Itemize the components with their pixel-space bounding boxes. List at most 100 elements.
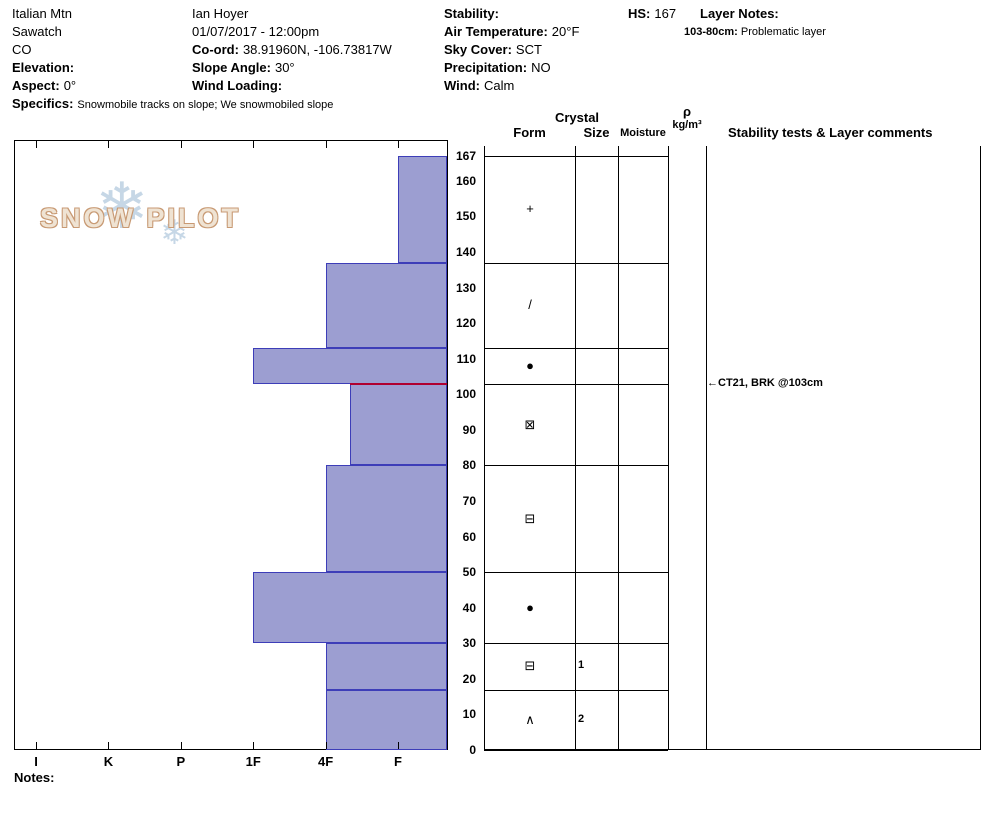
hardness-axis-label: F [394,754,402,769]
wind-loading-label: Wind Loading: [192,78,283,93]
wind-row: Wind: Calm [444,77,579,95]
site-name: Italian Mtn [12,6,72,21]
slope-angle-label: Slope Angle: [192,60,271,75]
site-range: Sawatch [12,24,62,39]
precip-row: Precipitation: NO [444,59,579,77]
sky-cover-row: Sky Cover: SCT [444,41,579,59]
table-vline-size-moisture [618,146,619,750]
air-temp-label: Air Temperature: [444,24,548,39]
aspect-value: 0° [63,78,77,93]
snowflake-icon: ❄ [95,170,149,242]
depth-tick-label: 70 [462,494,476,509]
depth-tick-label: 110 [456,351,476,366]
sky-cover-label: Sky Cover: [444,42,512,57]
depth-tick-label: 20 [462,671,476,686]
layer-note-range: 103-80cm: [684,26,738,38]
grain-size-value: 1 [578,659,585,672]
precip-label: Precipitation: [444,60,528,75]
snow-layer-bar [325,262,447,349]
table-vline-form-size [575,146,576,750]
table-bottom-line [484,749,981,750]
moisture-column-header: Moisture [620,127,666,139]
depth-tick-label: 90 [462,422,476,437]
grain-form-symbol: ● [526,599,534,615]
layer-annotation: ←CT21, BRK @103cm [707,377,823,389]
form-column-header: Form [513,125,546,140]
grain-form-symbol: / [528,297,532,313]
snowflake-icon: ❄ [160,214,189,252]
layer-boundary-line [484,750,668,751]
depth-tick-label: 167 [455,149,476,163]
elevation-label: Elevation: [12,60,75,75]
grain-form-symbol: + [526,201,534,217]
hardness-tick-bottom [180,742,182,749]
hardness-axis-label: K [103,754,114,769]
layer-boundary-line [484,383,668,385]
layer-note-text: Problematic layer [740,26,826,38]
precip-value: NO [531,60,551,75]
hardness-tick-top [36,141,37,148]
hardness-axis-label: 1F [245,754,261,769]
grain-form-symbol: ● [526,357,534,373]
table-vline-right [980,146,981,750]
hardness-tick-top [108,141,110,148]
depth-tick-label: 30 [462,636,476,651]
wind-loading-row: Wind Loading: [192,77,392,95]
depth-tick-label: 60 [462,529,476,544]
snow-layer-bar [325,689,447,750]
hardness-axis-label: P [176,754,186,769]
layer-boundary-line [484,572,668,574]
aspect-row: Aspect: 0° [12,77,78,95]
crystal-header: Crystal [554,110,600,125]
hardness-tick-bottom [36,742,37,749]
size-column-header: Size [583,125,610,140]
table-vline-density-comments [706,146,707,750]
coord-row: Co-ord: 38.91960N, -106.73817W [192,41,392,59]
notes-label: Notes: [14,770,55,785]
depth-tick-label: 40 [462,600,476,615]
depth-tick-label: 10 [462,707,476,722]
snow-layer-bar [325,643,447,690]
layer-boundary-line [484,689,668,691]
grain-form-symbol: ⊠ [524,416,536,432]
hardness-tick-bottom [108,742,110,749]
snow-layer-bar [325,465,447,573]
depth-tick-label: 50 [462,565,476,580]
hardness-tick-top [398,141,399,148]
grain-form-symbol: ∧ [525,711,535,727]
stability-row: Stability: [444,5,579,23]
hardness-tick-top [325,141,327,148]
hardness-tick-top [253,141,255,148]
comments-column-header: Stability tests & Layer comments [728,125,933,140]
coord-label: Co-ord: [192,42,239,57]
observer-name: Ian Hoyer [192,6,249,21]
layer-boundary-line [484,643,668,645]
layer-notes-label: Layer Notes: [700,6,779,21]
specifics-row: Specifics: Snowmobile tracks on slope; We… [12,96,333,111]
watermark-text: SNOW PILOT [40,203,241,233]
snow-layer-bar [350,383,447,466]
grain-form-symbol: ⊟ [524,658,536,674]
hardness-axis-label: I [34,754,38,769]
elevation-row: Elevation: [12,59,78,77]
depth-tick-label: 130 [455,280,476,295]
specifics-value: Snowmobile tracks on slope; We snowmobil… [77,99,334,111]
layer-boundary-line [484,348,668,350]
hs-value: 167 [654,6,677,21]
site-info-column: Italian Mtn Sawatch CO Elevation: Aspect… [12,5,78,95]
hardness-tick-bottom [253,742,255,749]
hardness-tick-top [180,141,182,148]
grain-form-symbol: ⊟ [524,510,536,526]
wind-label: Wind: [444,78,480,93]
depth-tick-label: 150 [455,209,476,224]
hardness-tick-bottom [325,742,327,749]
layer-boundary-line [484,465,668,467]
site-state: CO [12,42,32,57]
stability-label: Stability: [444,6,499,21]
hs-row: HS: 167 [628,5,676,23]
density-symbol-header: ρ [682,104,692,119]
aspect-label: Aspect: [12,78,60,93]
sky-cover-value: SCT [515,42,542,57]
depth-tick-label: 80 [462,458,476,473]
